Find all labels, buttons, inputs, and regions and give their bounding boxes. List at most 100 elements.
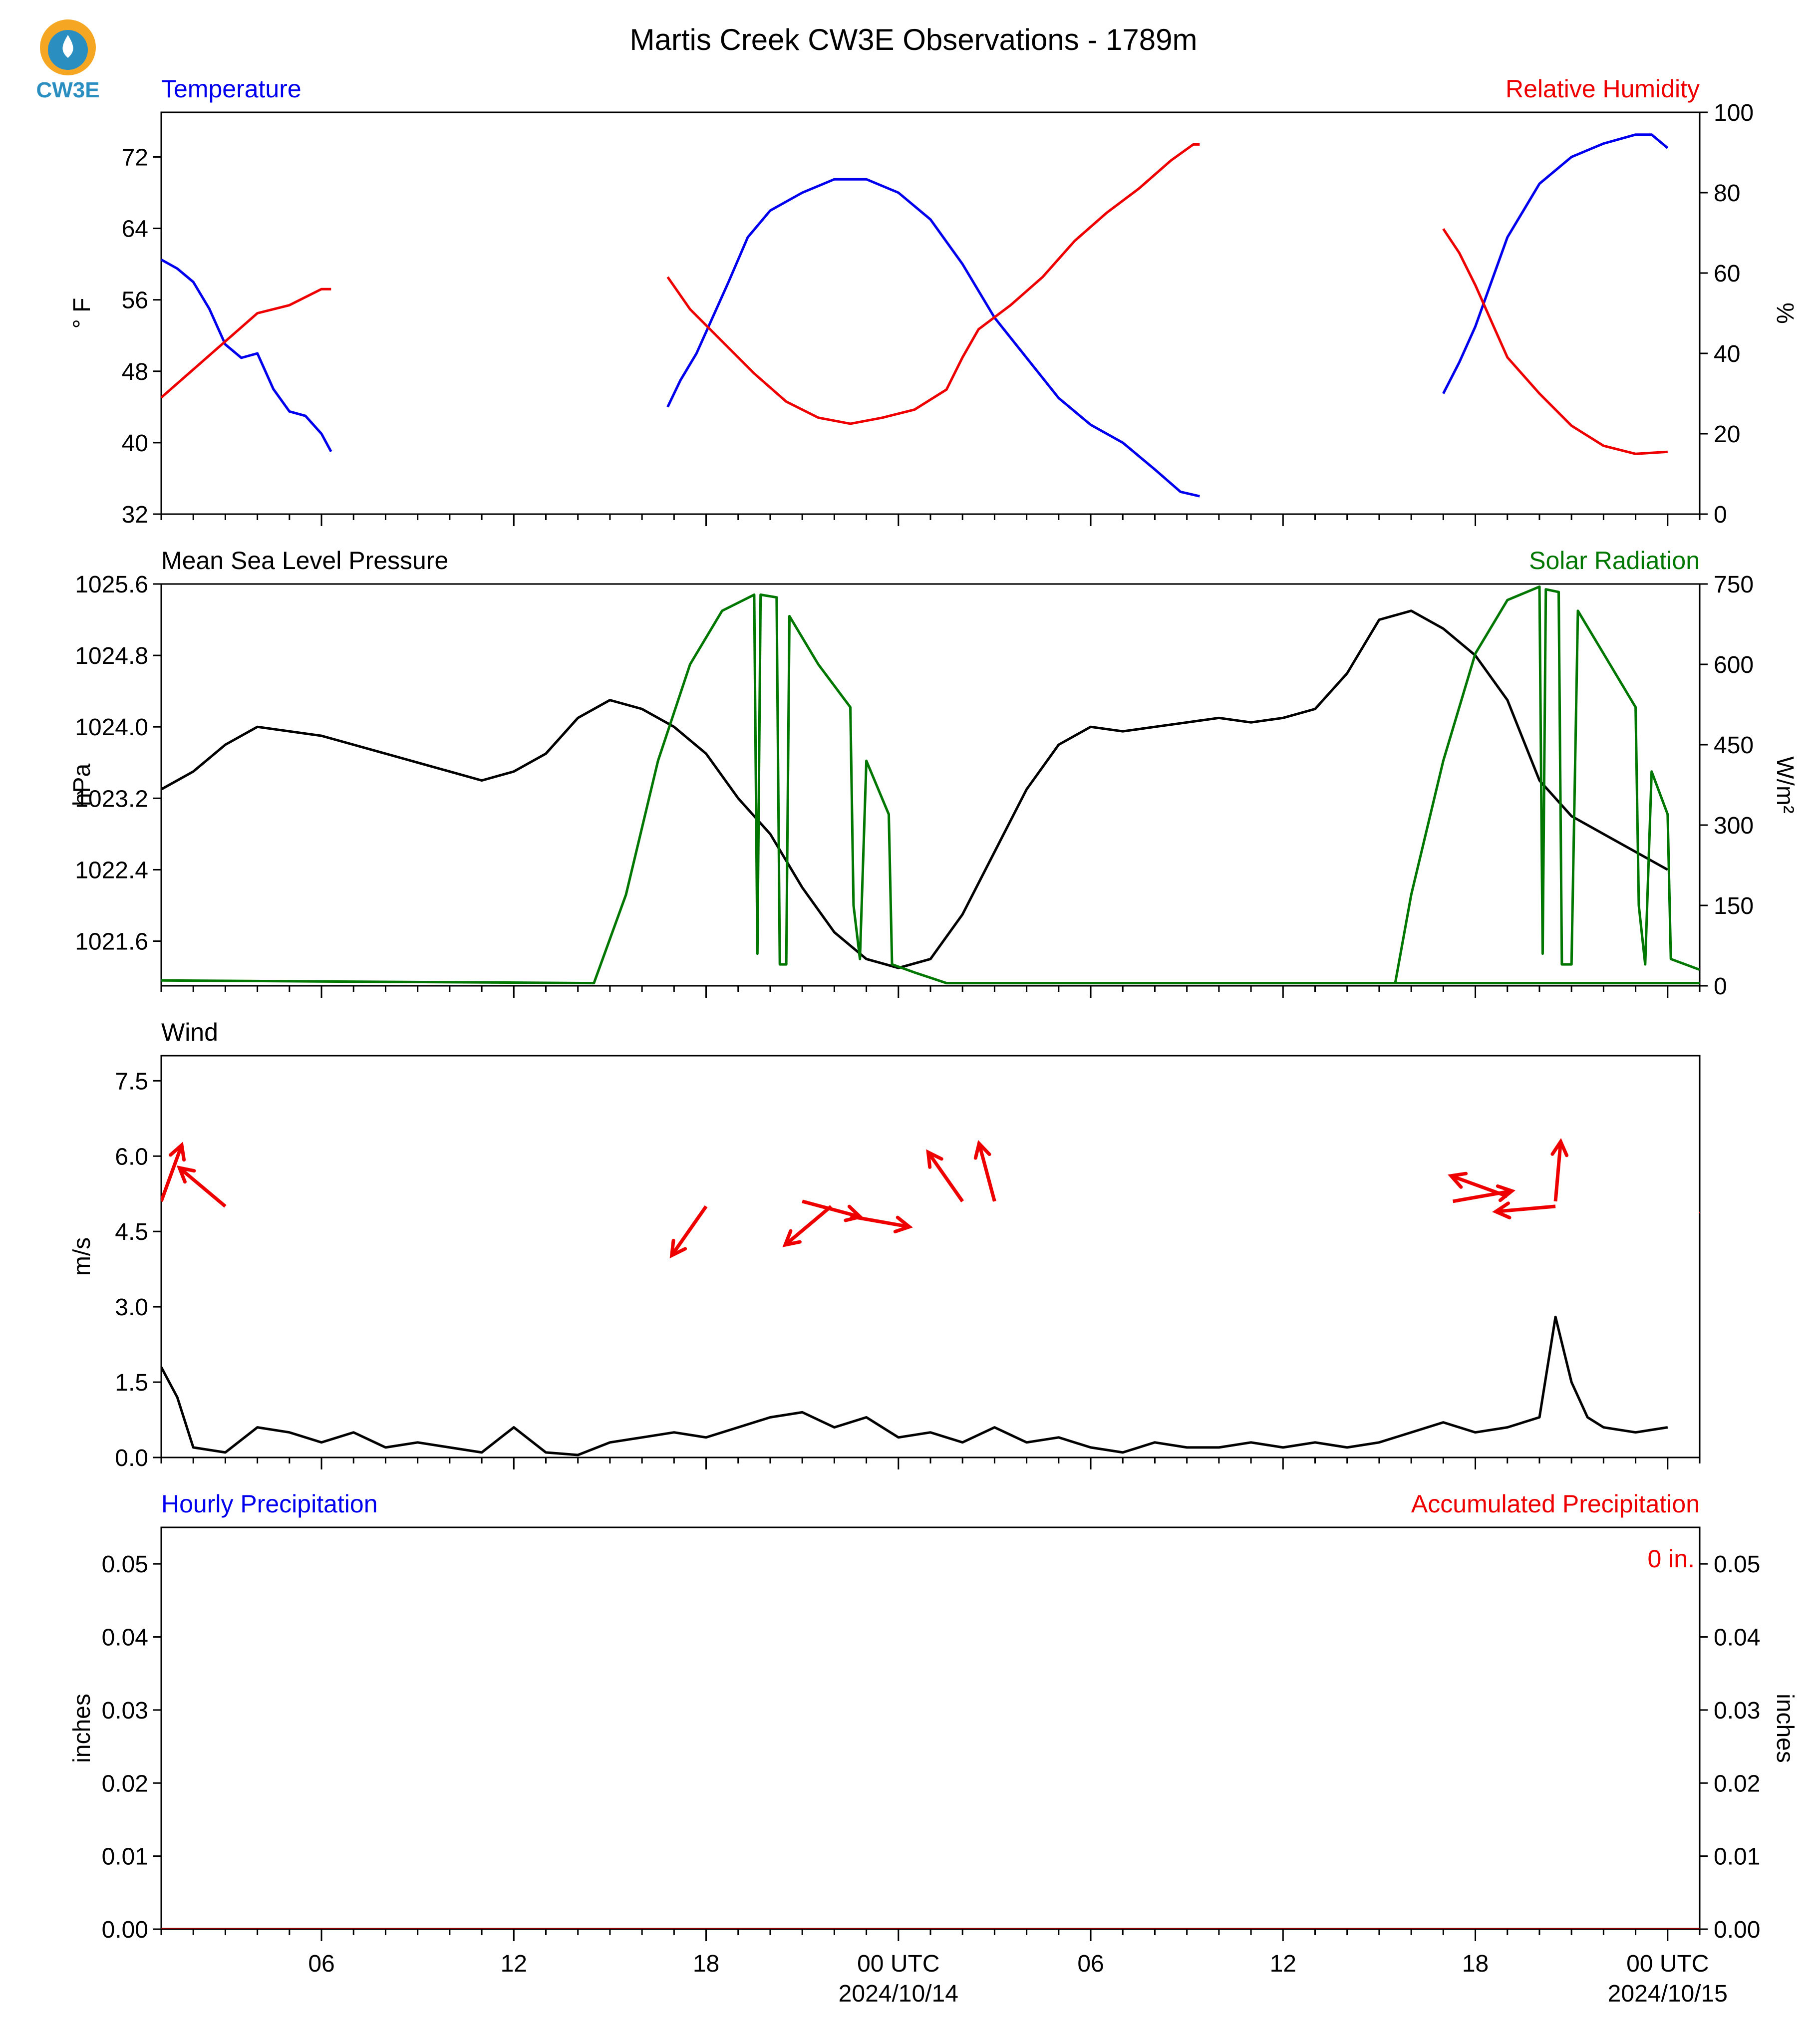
x-tick-label: 18 [693, 1951, 719, 1977]
y-tick-label-left: 72 [122, 144, 148, 171]
chart-title: Martis Creek CW3E Observations - 1789m [629, 23, 1197, 56]
y-tick-label-right: 300 [1714, 813, 1754, 839]
x-tick-date-label: 2024/10/15 [1608, 1981, 1728, 2007]
y-tick-label-right: 40 [1714, 341, 1740, 367]
x-tick-date-label: 2024/10/14 [839, 1981, 958, 2007]
series-line-temperature [666, 178, 1200, 498]
y-axis-label-left: m/s [69, 1237, 95, 1276]
y-tick-label-left: 1023.2 [75, 786, 148, 812]
y-axis-label-right: % [1772, 302, 1798, 324]
y-tick-label-right: 600 [1714, 652, 1754, 678]
series-line-relative-humidity [666, 143, 1200, 425]
series-line-relative-humidity [1442, 228, 1668, 455]
accumulated-total-label: 0 in. [1647, 1545, 1695, 1573]
y-axis-label-left: hPa [69, 763, 95, 806]
x-tick-label: 12 [1270, 1951, 1296, 1977]
series-line-temperature [1442, 133, 1669, 394]
cw3e-logo: CW3E [36, 19, 100, 102]
panel-left-title: Wind [161, 1018, 218, 1046]
wind-arrow [1550, 1138, 1569, 1202]
series-line-solar-radiation [161, 593, 1700, 985]
series-line-temperature [161, 259, 332, 452]
panel-temp-rh: 32 40 48 56 64 72 0 20 40 60 80 100 Temperature Relat… [69, 75, 1798, 528]
y-tick-label-left: 1021.6 [75, 929, 148, 955]
y-axis-label-left: inches [69, 1694, 95, 1763]
y-tick-label-left: 3.0 [115, 1294, 148, 1321]
y-tick-label-right: 100 [1714, 100, 1754, 126]
y-tick-label-left: 6.0 [115, 1144, 148, 1170]
y-tick-label-left: 4.5 [115, 1219, 148, 1245]
y-tick-label-left: 0.0 [115, 1445, 148, 1471]
y-tick-label-left: 1022.4 [75, 857, 148, 883]
y-tick-label-right: 450 [1714, 732, 1754, 759]
panel-left-title: Hourly Precipitation [161, 1490, 378, 1518]
plot-frame [160, 583, 1701, 987]
y-tick-label-left: 1.5 [115, 1370, 148, 1396]
y-tick-label-right: 0.04 [1714, 1625, 1760, 1651]
y-tick-label-right: 0.01 [1714, 1844, 1760, 1870]
y-tick-label-left: 0.00 [102, 1917, 148, 1943]
y-tick-label-right: 0.05 [1714, 1551, 1760, 1578]
panel-left-title: Temperature [161, 75, 302, 103]
panel-right-title: Relative Humidity [1506, 75, 1700, 103]
y-tick-label-left: 1025.6 [75, 572, 148, 598]
y-tick-label-right: 0.00 [1714, 1917, 1760, 1943]
y-tick-label-left: 0.05 [102, 1551, 148, 1578]
x-axis-labels: 06 12 18 00 UTC 2024/10/14 06 12 18 00 UTC 2024/1… [308, 1951, 1728, 2007]
y-tick-label-left: 56 [122, 288, 148, 314]
y-tick-label-right: 750 [1714, 572, 1754, 598]
panel-pressure-solar: 1021.6 1022.4 1023.2 1024.0 1024.8 1025.6 0 150… [69, 547, 1798, 1000]
y-tick-label-left: 0.04 [102, 1625, 148, 1651]
y-tick-label-left: 48 [122, 359, 148, 385]
y-tick-label-right: 0.02 [1714, 1770, 1760, 1797]
x-tick-label: 00 UTC [857, 1951, 939, 1977]
y-tick-label-left: 0.03 [102, 1698, 148, 1724]
series-line-wind-speed [161, 1315, 1668, 1456]
wind-arrow [1448, 1171, 1508, 1198]
logo-drop-icon [62, 35, 73, 58]
x-tick-label: 12 [501, 1951, 527, 1977]
wind-arrow [176, 1165, 227, 1208]
panels: 32 40 48 56 64 72 0 20 40 60 80 100 Temperature Relat… [69, 75, 1798, 2007]
series-line-solar-radiation [1394, 585, 1700, 984]
logo-text: CW3E [36, 78, 99, 102]
panel-wind: 0.0 1.5 3.0 4.5 6.0 7.5 Wind m/s [69, 1018, 1701, 1471]
y-tick-label-right: 150 [1714, 893, 1754, 919]
y-tick-label-left: 64 [122, 216, 148, 243]
x-tick-label: 00 UTC [1626, 1951, 1709, 1977]
wind-arrow [850, 1214, 913, 1233]
y-axis-label-right: W/m² [1772, 756, 1798, 814]
x-tick-label: 06 [308, 1951, 334, 1977]
y-tick-label-right: 0 [1714, 502, 1727, 528]
series-line-relative-humidity [161, 288, 331, 399]
y-axis-label-right: inches [1772, 1694, 1798, 1763]
plot-frame [160, 1526, 1701, 1930]
y-tick-label-left: 0.02 [102, 1770, 148, 1797]
wind-arrow [161, 1142, 186, 1202]
wind-arrow [1699, 1211, 1700, 1213]
y-tick-label-right: 0 [1714, 973, 1727, 1000]
series-line-mean-sea-level-pressure [161, 609, 1669, 969]
y-tick-label-left: 1024.8 [75, 643, 148, 669]
plot-frame [160, 1055, 1701, 1458]
plot-frame [160, 111, 1701, 515]
y-tick-label-right: 0.03 [1714, 1698, 1760, 1724]
y-tick-label-left: 7.5 [115, 1068, 148, 1095]
panel-right-title: Solar Radiation [1529, 547, 1700, 575]
wind-arrow [782, 1205, 833, 1247]
wind-arrow [669, 1205, 708, 1259]
x-tick-label: 06 [1077, 1951, 1104, 1977]
y-tick-label-left: 1024.0 [75, 714, 148, 741]
panel-left-title: Mean Sea Level Pressure [161, 547, 448, 575]
x-tick-label: 18 [1462, 1951, 1489, 1977]
wind-arrow [926, 1149, 964, 1202]
y-tick-label-left: 0.01 [102, 1844, 148, 1870]
y-tick-label-right: 20 [1714, 421, 1740, 448]
y-tick-label-right: 60 [1714, 261, 1740, 287]
panel-right-title: Accumulated Precipitation [1411, 1490, 1700, 1518]
wind-arrow [1492, 1201, 1556, 1219]
y-axis-label-left: ° F [69, 298, 95, 329]
y-tick-label-left: 32 [122, 502, 148, 528]
wind-arrow [973, 1140, 996, 1202]
